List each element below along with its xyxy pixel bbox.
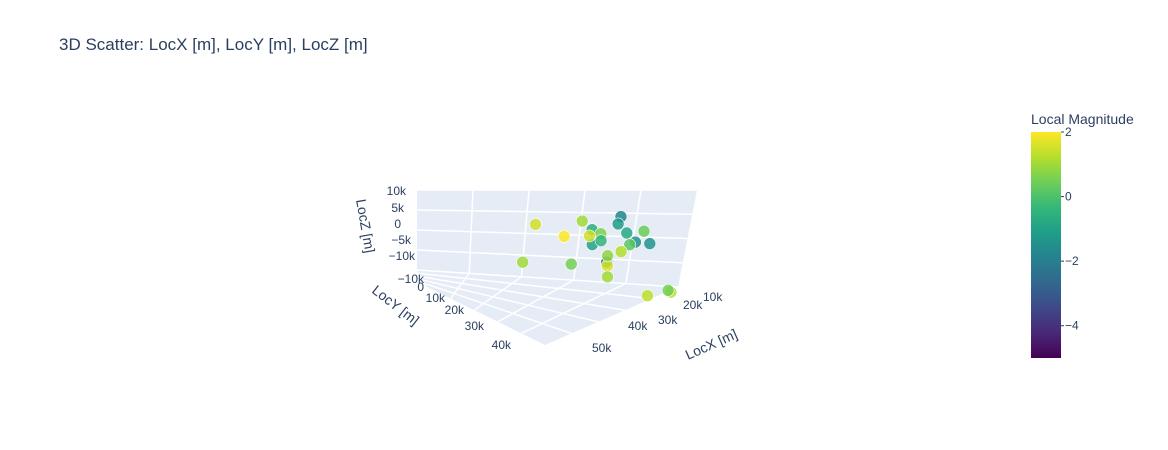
data-point xyxy=(641,289,654,302)
x-tick-label: 20k xyxy=(683,298,703,312)
colorbar-tick-label: −4 xyxy=(1065,319,1079,333)
data-points xyxy=(516,210,678,302)
grid-line-y-floor xyxy=(418,272,652,300)
colorbar-title: Local Magnitude xyxy=(1031,111,1134,127)
data-point xyxy=(637,224,651,238)
data-point xyxy=(594,234,608,247)
z-tick-label: −10k xyxy=(398,272,425,286)
data-point xyxy=(620,226,634,240)
data-point xyxy=(583,229,596,243)
floor-plane xyxy=(417,270,678,345)
x-tick-label: 50k xyxy=(592,341,612,355)
x-tick-label: 30k xyxy=(658,313,678,327)
grid-line-x-floor xyxy=(521,282,627,335)
data-point xyxy=(516,255,529,269)
chart-title: 3D Scatter: LocX [m], LocY [m], LocZ [m] xyxy=(59,35,368,54)
colorbar-tick-label: 2 xyxy=(1065,125,1072,139)
grid-line-z xyxy=(416,249,683,264)
grid-line-z xyxy=(416,209,693,215)
z-tick-label: 10k xyxy=(387,184,407,198)
y-axis-title: LocY [m] xyxy=(369,282,422,328)
x-tick-label: 10k xyxy=(703,290,723,304)
colorbar-tick-label: −2 xyxy=(1065,254,1079,268)
grid-line-z xyxy=(416,269,679,288)
scene-planes xyxy=(417,190,697,345)
y-tick-label: 30k xyxy=(465,319,485,333)
data-point xyxy=(601,270,614,284)
z-tick-label: −10k xyxy=(389,249,416,263)
y-tick-label: 10k xyxy=(426,291,446,305)
colorbar xyxy=(1031,132,1061,358)
grid-line-x-wall xyxy=(468,189,474,274)
back-wall xyxy=(417,190,697,287)
y-tick-label: 0 xyxy=(417,280,424,294)
z-tick-label: 0 xyxy=(394,217,401,231)
y-tick-label: 40k xyxy=(492,338,512,352)
data-point xyxy=(564,257,578,271)
grid-line-x-floor xyxy=(473,276,522,311)
data-point xyxy=(661,284,675,297)
data-point xyxy=(529,218,542,231)
data-point xyxy=(557,230,571,243)
z-tick-label: −5k xyxy=(391,233,412,247)
tick-labels: 10k5k0−5k−10k−10k010k20k30k40k10k20k30k4… xyxy=(387,184,724,355)
data-point xyxy=(614,245,628,258)
grid-line-x-floor xyxy=(449,272,470,300)
data-point xyxy=(623,238,637,251)
data-point xyxy=(643,237,657,250)
grid-line-y-floor xyxy=(422,279,599,323)
y-tick-label: 20k xyxy=(445,303,465,317)
x-tick-label: 40k xyxy=(628,319,648,333)
colorbar-tick-label: 0 xyxy=(1065,190,1072,204)
z-tick-label: 5k xyxy=(391,201,405,215)
data-point xyxy=(601,249,614,263)
colorbar-ticks: 2 0 −2 −4 xyxy=(1061,125,1079,333)
data-point xyxy=(611,217,625,231)
grid-line-y-floor xyxy=(420,276,625,311)
grid-line-x-floor xyxy=(497,279,574,323)
x-axis-title: LocX [m] xyxy=(683,326,740,363)
data-point xyxy=(575,214,589,228)
grid-line-y-floor xyxy=(424,282,572,335)
